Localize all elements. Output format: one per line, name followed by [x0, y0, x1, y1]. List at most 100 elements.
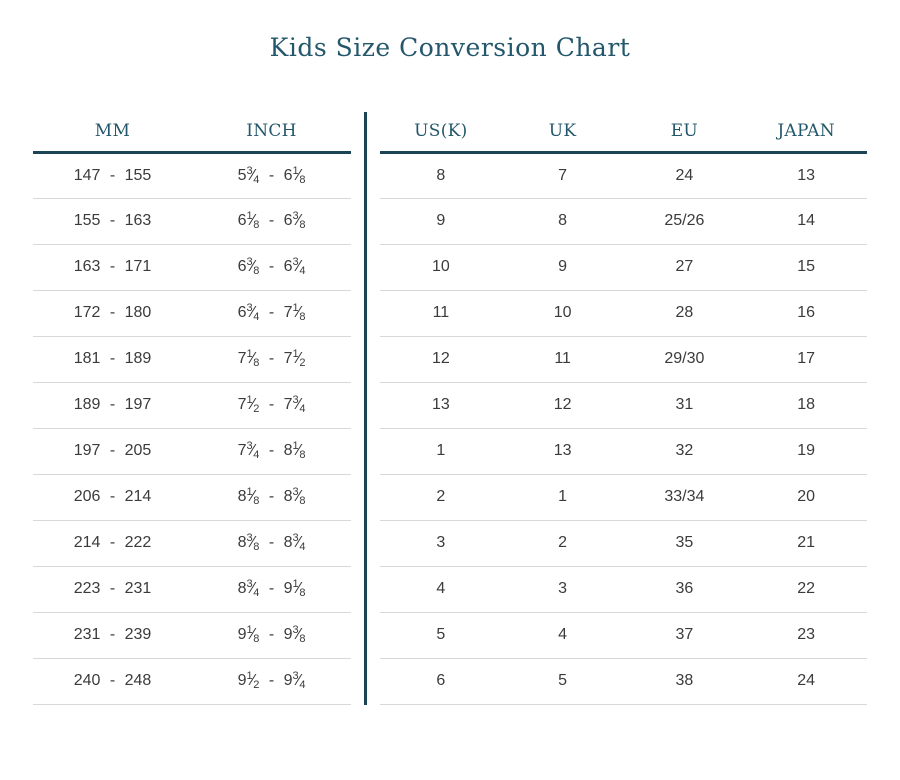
table-cell: 36 [623, 566, 746, 613]
table-row: 13 12 31 18 [380, 382, 867, 429]
table-cell: 63⁄8 - 63⁄4 [192, 244, 351, 291]
table-row: 5 4 37 23 [380, 612, 867, 659]
table-row: 163 - 171 63⁄8 - 63⁄4 [33, 244, 351, 291]
table-cell: 4 [501, 612, 624, 659]
table-cell: 5 [501, 658, 624, 705]
table-cell: 21 [745, 520, 867, 567]
table-row: 197 - 205 73⁄4 - 81⁄8 [33, 428, 351, 475]
table-cell: 61⁄8 - 63⁄8 [192, 198, 351, 245]
table-cell: 63⁄4 - 71⁄8 [192, 290, 351, 337]
table-divider-rule [364, 112, 367, 705]
table-cell: 91⁄2 - 93⁄4 [192, 658, 351, 705]
shoe-size-table-body: 8 7 24 13 9 8 25/26 14 10 9 27 15 11 10 28 16 12 11 29/30 1… [380, 152, 867, 705]
table-cell: 2 [380, 474, 502, 521]
table-cell: 81⁄8 - 83⁄8 [192, 474, 351, 521]
table-cell: 3 [501, 566, 624, 613]
header-row: US(K) UK EU JAPAN [380, 112, 867, 154]
table-cell: 23 [745, 612, 867, 659]
table-row: 3 2 35 21 [380, 520, 867, 567]
table-cell: 83⁄8 - 83⁄4 [192, 520, 351, 567]
header-row: MM INCH [33, 112, 351, 154]
table-cell: 31 [623, 382, 746, 429]
table-cell: 240 - 248 [33, 658, 192, 705]
table-cell: 189 - 197 [33, 382, 192, 429]
table-cell: 214 - 222 [33, 520, 192, 567]
table-cell: 73⁄4 - 81⁄8 [192, 428, 351, 475]
table-cell: 91⁄8 - 93⁄8 [192, 612, 351, 659]
table-cell: 22 [745, 566, 867, 613]
table-cell: 16 [745, 290, 867, 337]
table-cell: 20 [745, 474, 867, 521]
table-row: 231 - 239 91⁄8 - 93⁄8 [33, 612, 351, 659]
table-cell: 25/26 [623, 198, 746, 245]
table-cell: 10 [380, 244, 502, 291]
column-header-uk: UK [501, 112, 624, 154]
table-cell: 163 - 171 [33, 244, 192, 291]
table-cell: 11 [501, 336, 624, 383]
table-cell: 83⁄4 - 91⁄8 [192, 566, 351, 613]
foot-length-table-head: MM INCH [33, 112, 351, 154]
table-cell: 12 [380, 336, 502, 383]
table-row: 147 - 155 53⁄4 - 61⁄8 [33, 152, 351, 199]
table-cell: 231 - 239 [33, 612, 192, 659]
table-cell: 1 [501, 474, 624, 521]
shoe-size-table-head: US(K) UK EU JAPAN [380, 112, 867, 154]
table-cell: 13 [501, 428, 624, 475]
table-row: 214 - 222 83⁄8 - 83⁄4 [33, 520, 351, 567]
table-row: 155 - 163 61⁄8 - 63⁄8 [33, 198, 351, 245]
table-cell: 5 [380, 612, 502, 659]
table-row: 189 - 197 71⁄2 - 73⁄4 [33, 382, 351, 429]
table-row: 10 9 27 15 [380, 244, 867, 291]
table-row: 4 3 36 22 [380, 566, 867, 613]
table-cell: 14 [745, 198, 867, 245]
table-cell: 27 [623, 244, 746, 291]
column-header-usk: US(K) [380, 112, 502, 154]
table-row: 172 - 180 63⁄4 - 71⁄8 [33, 290, 351, 337]
table-cell: 71⁄8 - 71⁄2 [192, 336, 351, 383]
column-header-eu: EU [623, 112, 746, 154]
table-cell: 8 [501, 198, 624, 245]
table-cell: 9 [380, 198, 502, 245]
table-cell: 24 [745, 658, 867, 705]
table-cell: 147 - 155 [33, 152, 192, 199]
table-cell: 11 [380, 290, 502, 337]
foot-length-table: MM INCH 147 - 155 53⁄4 - 61⁄8 155 - 163 61⁄8… [33, 112, 351, 705]
table-cell: 38 [623, 658, 746, 705]
table-cell: 29/30 [623, 336, 746, 383]
conversion-tables: MM INCH 147 - 155 53⁄4 - 61⁄8 155 - 163 61⁄8… [33, 112, 867, 705]
table-cell: 71⁄2 - 73⁄4 [192, 382, 351, 429]
table-cell: 206 - 214 [33, 474, 192, 521]
foot-length-table-body: 147 - 155 53⁄4 - 61⁄8 155 - 163 61⁄8 - 63⁄8… [33, 152, 351, 705]
table-row: 181 - 189 71⁄8 - 71⁄2 [33, 336, 351, 383]
table-cell: 4 [380, 566, 502, 613]
table-row: 1 13 32 19 [380, 428, 867, 475]
table-cell: 13 [380, 382, 502, 429]
table-cell: 37 [623, 612, 746, 659]
table-cell: 17 [745, 336, 867, 383]
column-header-inch: INCH [192, 112, 351, 154]
table-cell: 3 [380, 520, 502, 567]
table-row: 223 - 231 83⁄4 - 91⁄8 [33, 566, 351, 613]
table-cell: 12 [501, 382, 624, 429]
column-header-japan: JAPAN [745, 112, 867, 154]
table-cell: 6 [380, 658, 502, 705]
table-cell: 9 [501, 244, 624, 291]
table-cell: 18 [745, 382, 867, 429]
table-cell: 7 [501, 152, 624, 199]
table-cell: 223 - 231 [33, 566, 192, 613]
table-row: 2 1 33/34 20 [380, 474, 867, 521]
table-cell: 15 [745, 244, 867, 291]
page-title: Kids Size Conversion Chart [269, 33, 631, 62]
table-cell: 197 - 205 [33, 428, 192, 475]
table-cell: 53⁄4 - 61⁄8 [192, 152, 351, 199]
table-cell: 24 [623, 152, 746, 199]
table-cell: 181 - 189 [33, 336, 192, 383]
table-row: 240 - 248 91⁄2 - 93⁄4 [33, 658, 351, 705]
table-cell: 8 [380, 152, 502, 199]
table-cell: 32 [623, 428, 746, 475]
column-header-mm: MM [33, 112, 192, 154]
table-cell: 33/34 [623, 474, 746, 521]
table-cell: 13 [745, 152, 867, 199]
table-row: 11 10 28 16 [380, 290, 867, 337]
